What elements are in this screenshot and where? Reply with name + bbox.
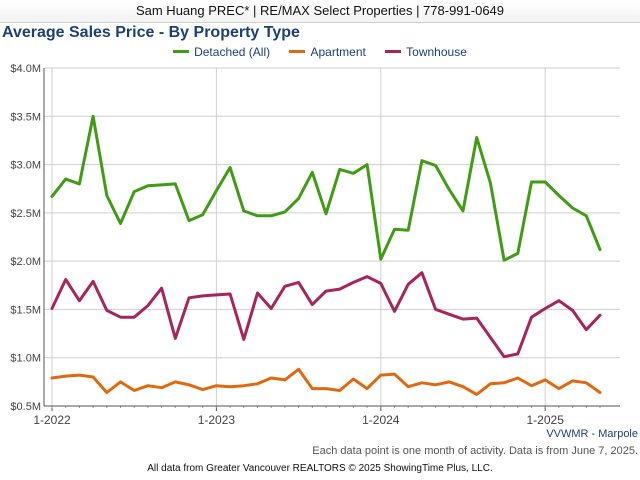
- legend-label-detached: Detached (All): [194, 45, 271, 59]
- y-tick-label: $3.5M: [10, 111, 41, 123]
- legend-item-townhouse[interactable]: Townhouse: [385, 45, 467, 59]
- series-layer: [50, 114, 602, 396]
- y-tick-label: $2.5M: [10, 208, 41, 220]
- x-tick-label: 1-2022: [33, 413, 71, 427]
- y-tick-label: $0.5M: [10, 401, 41, 413]
- y-tick-label: $4.0M: [10, 63, 41, 75]
- y-tick-label: $2.0M: [10, 256, 41, 268]
- series-line-detached: [50, 114, 602, 262]
- x-tick-label: 1-2023: [198, 413, 236, 427]
- x-tick-label: 1-2024: [362, 413, 400, 427]
- y-tick-label: $1.5M: [10, 304, 41, 316]
- chart-legend: Detached (All) Apartment Townhouse: [0, 45, 640, 63]
- legend-label-townhouse: Townhouse: [406, 45, 467, 59]
- series-line-townhouse: [50, 271, 602, 359]
- activity-note: Each data point is one month of activity…: [312, 445, 638, 457]
- agent-info-bar: Sam Huang PREC* | RE/MAX Select Properti…: [0, 0, 640, 23]
- x-tick-label: 1-2025: [527, 413, 565, 427]
- area-label: VVWMR - Marpole: [546, 428, 638, 440]
- y-tick-label: $1.0M: [10, 353, 41, 365]
- legend-swatch-apartment: [289, 50, 306, 54]
- source-note: All data from Greater Vancouver REALTORS…: [147, 463, 493, 474]
- legend-swatch-detached: [173, 50, 190, 54]
- legend-swatch-townhouse: [385, 50, 402, 54]
- grid-layer: [44, 67, 620, 407]
- legend-label-apartment: Apartment: [310, 45, 366, 59]
- series-line-apartment: [50, 367, 602, 396]
- chart-title: Average Sales Price - By Property Type: [2, 24, 300, 41]
- axis-layer: $0.5M $1.0M $1.5M $2.0M $2.5M $3.0M $3.5M $4.0M…: [10, 63, 620, 427]
- y-tick-label: $3.0M: [10, 160, 41, 172]
- legend-item-detached[interactable]: Detached (All): [173, 45, 270, 59]
- legend-item-apartment[interactable]: Apartment: [289, 45, 366, 59]
